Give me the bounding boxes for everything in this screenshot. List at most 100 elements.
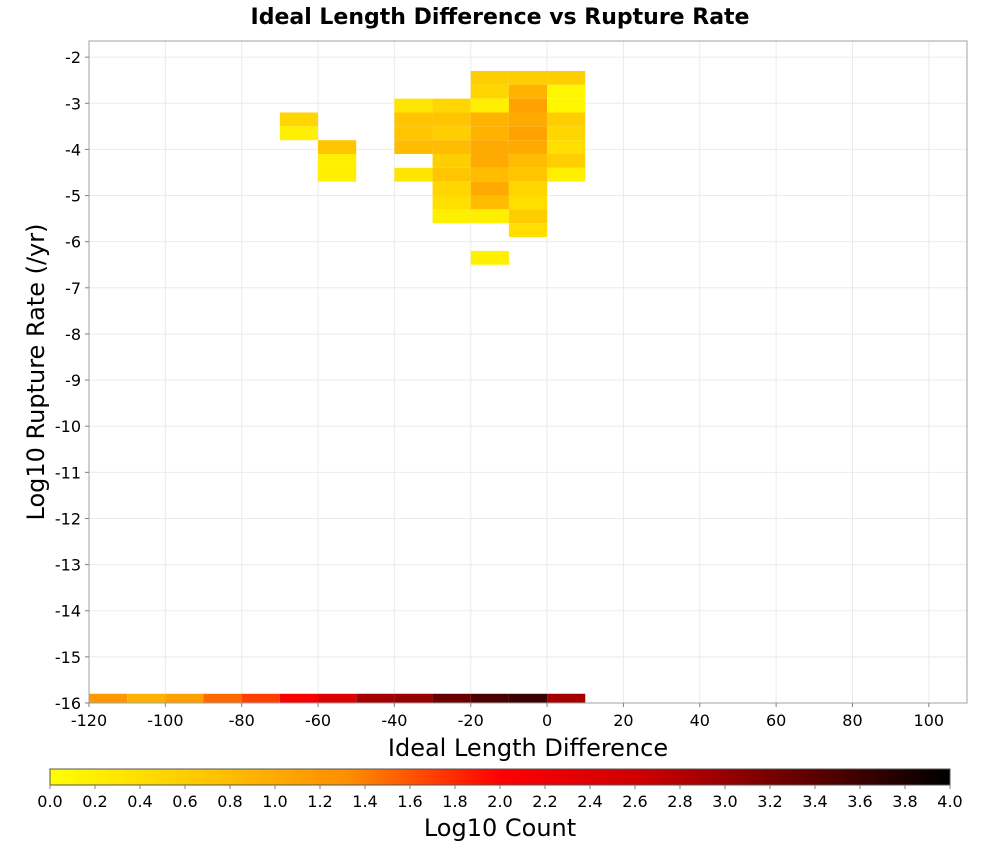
colorbar-tick-label: 2.2	[532, 792, 557, 811]
colorbar-label: Log10 Count	[424, 814, 576, 842]
colorbar	[49, 768, 951, 786]
heatmap-cells	[89, 70, 586, 703]
heatmap-cell	[279, 126, 319, 141]
heatmap-cell	[547, 70, 586, 85]
y-tick-label: -5	[65, 187, 81, 206]
heatmap-cell	[394, 693, 433, 703]
colorbar-tick-label: 1.4	[352, 792, 377, 811]
heatmap-cell	[547, 84, 586, 99]
heatmap-cell	[508, 195, 548, 210]
heatmap-cell	[432, 154, 471, 168]
colorbar-tick-label: 1.0	[262, 792, 287, 811]
heatmap-cell	[470, 181, 509, 196]
heatmap-cell	[432, 126, 471, 141]
colorbar-tick-label: 0.2	[82, 792, 107, 811]
colorbar-tick-label: 2.0	[487, 792, 512, 811]
heatmap-cell	[508, 112, 548, 127]
x-tick-label: -60	[305, 711, 331, 730]
heatmap-cell	[508, 98, 548, 113]
heatmap-cell	[547, 126, 586, 141]
heatmap-cell	[89, 693, 128, 703]
y-tick-label: -16	[55, 694, 81, 713]
x-tick-label: 60	[766, 711, 786, 730]
heatmap-cell	[470, 154, 509, 168]
heatmap-cell	[508, 84, 548, 99]
y-tick-label: -12	[55, 509, 81, 528]
colorbar-tick-label: 1.6	[397, 792, 422, 811]
y-tick-label: -10	[55, 417, 81, 436]
heatmap-cell	[318, 140, 357, 155]
heatmap-cell	[432, 693, 471, 703]
heatmap-cell	[470, 195, 509, 210]
colorbar-ticks: 0.0 0.2 0.4 0.6 0.8 1.0 1.2 1.4 1.6 1.8 2.0 2.2 2.4 2…	[37, 785, 963, 811]
heatmap-cell	[547, 167, 586, 182]
heatmap-cell	[279, 693, 319, 703]
heatmap-cell	[508, 209, 548, 224]
heatmap-cell	[508, 181, 548, 196]
heatmap-cell	[470, 140, 509, 155]
heatmap-cell	[432, 140, 471, 155]
plot-area-border	[88, 40, 968, 704]
heatmap-cell	[508, 140, 548, 155]
heatmap-cell	[432, 167, 471, 182]
heatmap-cell	[394, 140, 433, 155]
heatmap-cell	[432, 195, 471, 210]
y-tick-label: -4	[65, 140, 81, 159]
y-axis-ticks: -2 -3 -4 -5 -6 -7 -8 -9 -10 -11 -12 -13 -14 -15 -16	[55, 48, 89, 713]
heatmap-cell	[470, 167, 509, 182]
heatmap-cell	[165, 693, 204, 703]
heatmap-cell	[470, 250, 509, 265]
x-tick-label: 20	[613, 711, 633, 730]
colorbar-tick-label: 4.0	[937, 792, 962, 811]
heatmap-cell	[508, 223, 548, 238]
x-tick-label: 0	[542, 711, 552, 730]
y-tick-label: -6	[65, 233, 81, 252]
colorbar-tick-label: 2.4	[577, 792, 602, 811]
heatmap-cell	[470, 209, 509, 224]
heatmap-cell	[470, 112, 509, 127]
heatmap-cell	[508, 693, 548, 703]
x-tick-label: 40	[690, 711, 710, 730]
chart-title: Ideal Length Difference vs Rupture Rate	[251, 5, 750, 30]
heatmap-cell	[394, 98, 433, 113]
heatmap-cell	[318, 154, 357, 168]
y-tick-label: -8	[65, 325, 81, 344]
heatmap-cell	[508, 70, 548, 85]
heatmap-cell	[508, 167, 548, 182]
heatmap-cell	[547, 693, 586, 703]
colorbar-tick-label: 0.4	[127, 792, 152, 811]
y-tick-label: -15	[55, 648, 81, 667]
x-tick-label: -40	[381, 711, 407, 730]
colorbar-tick-label: 3.0	[712, 792, 737, 811]
heatmap-cell	[318, 693, 357, 703]
x-tick-label: -80	[229, 711, 255, 730]
heatmap-cell	[432, 181, 471, 196]
heatmap-cell	[508, 154, 548, 168]
heatmap-cell	[127, 693, 166, 703]
heatmap-cell	[356, 693, 395, 703]
heatmap-cell	[508, 126, 548, 141]
x-tick-label: 100	[914, 711, 945, 730]
heatmap-cell	[470, 70, 509, 85]
y-tick-label: -3	[65, 94, 81, 113]
heatmap-cell	[394, 112, 433, 127]
y-tick-label: -2	[65, 48, 81, 67]
y-tick-label: -14	[55, 602, 81, 621]
heatmap-cell	[432, 112, 471, 127]
x-tick-label: -20	[458, 711, 484, 730]
colorbar-tick-label: 2.8	[667, 792, 692, 811]
heatmap-cell	[470, 126, 509, 141]
x-axis-label: Ideal Length Difference	[388, 734, 668, 762]
heatmap-cell	[241, 693, 280, 703]
y-tick-label: -7	[65, 279, 81, 298]
heatmap-cell	[432, 209, 471, 224]
colorbar-tick-label: 3.4	[802, 792, 827, 811]
colorbar-tick-label: 0.0	[37, 792, 62, 811]
heatmap-cell	[547, 112, 586, 127]
heatmap-cell	[547, 98, 586, 113]
x-tick-label: 80	[842, 711, 862, 730]
colorbar-tick-label: 3.8	[892, 792, 917, 811]
y-tick-label: -13	[55, 556, 81, 575]
heatmap-cell	[318, 167, 357, 182]
colorbar-tick-label: 1.2	[307, 792, 332, 811]
